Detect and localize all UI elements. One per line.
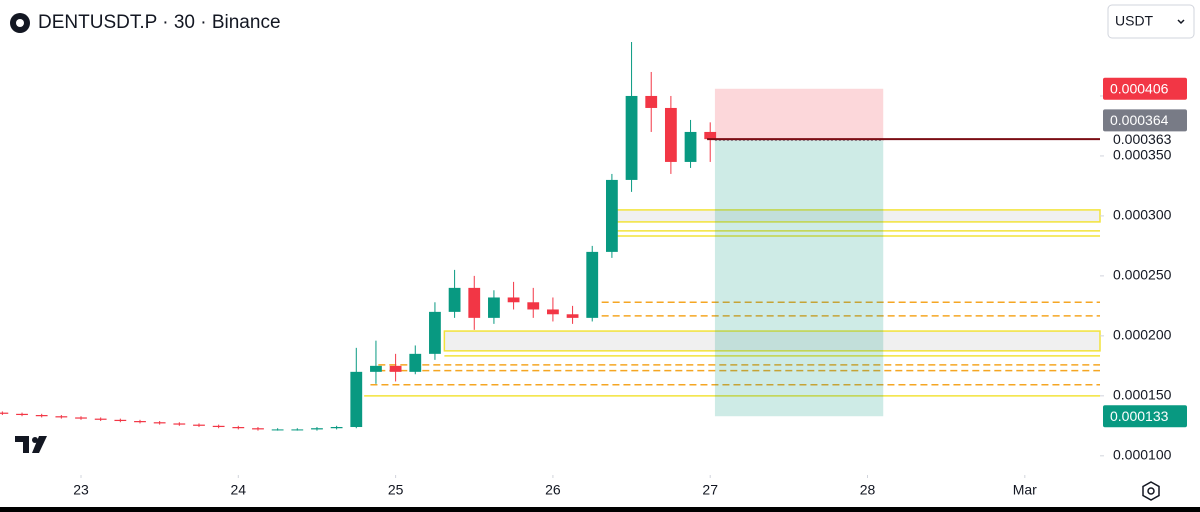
logo-part [32, 436, 47, 453]
stop-zone [714, 88, 884, 141]
candle-body [0, 412, 9, 414]
logo-part [32, 437, 38, 443]
candle-body [370, 365, 382, 372]
candle-body [212, 425, 225, 428]
symbol-logo-inner [16, 19, 24, 27]
candle-body [566, 314, 579, 318]
y-tick-label: 0.000100 [1113, 447, 1172, 463]
candle-body [350, 371, 363, 428]
price-label: 0.000363 [1113, 131, 1172, 147]
y-tick-label: 0.000250 [1113, 267, 1172, 283]
x-tick-label: Mar [1013, 482, 1037, 498]
candle-body [684, 131, 697, 162]
price-label-box [1103, 77, 1187, 100]
candle-body [94, 418, 107, 420]
candle-body [35, 415, 48, 417]
x-tick-label: 24 [231, 482, 247, 498]
price-label: 0.000406 [1110, 80, 1169, 96]
price-label-box [1103, 405, 1187, 428]
candle-body [488, 297, 500, 318]
logo-part [15, 436, 29, 453]
candle-body [153, 422, 166, 424]
candle-body [605, 179, 618, 252]
currency-selector[interactable] [1107, 4, 1195, 39]
x-tick-label: 27 [702, 482, 718, 498]
candle-body [507, 297, 520, 303]
candle-body [586, 251, 599, 318]
candle-body [625, 95, 638, 180]
plot-area [0, 41, 1104, 478]
settings-icon[interactable] [1142, 481, 1160, 501]
chart-title: DENTUSDT.P · 30 · Binance [38, 12, 281, 33]
y-tick-label: 0.000300 [1113, 207, 1172, 223]
candle-body [448, 287, 461, 312]
price-label: 0.000133 [1110, 408, 1169, 424]
price-label: 0.000364 [1110, 112, 1169, 128]
settings-center[interactable] [1147, 487, 1155, 495]
candle-body [173, 423, 186, 425]
candle-body [232, 427, 245, 429]
y-tick-label: 0.000350 [1113, 147, 1172, 163]
candle-body [193, 424, 205, 426]
candle-body [271, 429, 284, 431]
candle-body [389, 365, 402, 372]
candle-body [291, 429, 304, 431]
candle-body [645, 95, 658, 108]
x-tick-label: 28 [860, 482, 876, 498]
dropdown-chevron [1177, 19, 1185, 25]
candle-body [664, 107, 677, 162]
candle-body [252, 428, 264, 430]
candle-body [75, 417, 87, 419]
candle-body [311, 428, 323, 430]
candle-body [409, 353, 422, 372]
x-tick-label: 25 [388, 482, 404, 498]
x-tick-label: 26 [545, 482, 561, 498]
y-tick-label: 0.000150 [1113, 387, 1172, 403]
candle-body [704, 131, 717, 140]
candle-body [468, 287, 481, 318]
candle-body [330, 427, 343, 429]
candle-body [114, 419, 127, 422]
candle-body [547, 309, 559, 315]
tradingview-logo [15, 436, 47, 453]
currency-label[interactable]: USDT [1115, 13, 1154, 29]
candle-body [429, 311, 441, 354]
zone [443, 330, 1101, 352]
settings-hex[interactable] [1142, 481, 1160, 501]
target-zone [714, 140, 884, 417]
candle-body [527, 302, 540, 310]
y-tick-label: 0.000200 [1113, 327, 1172, 343]
candle-body [55, 416, 68, 418]
candle-body [134, 421, 146, 423]
x-tick-label: 23 [73, 482, 89, 498]
price-label-box [1103, 109, 1187, 132]
bottom-edge [0, 507, 1200, 512]
candle-body [16, 413, 28, 416]
